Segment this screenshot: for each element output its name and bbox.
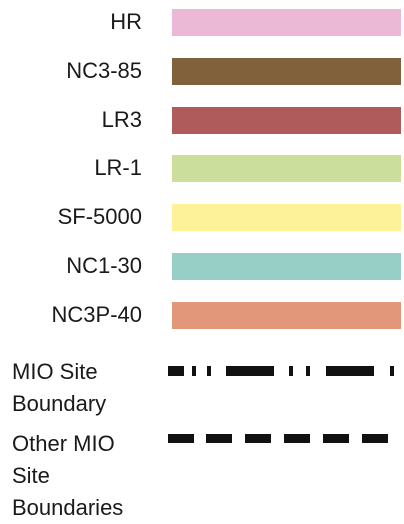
legend-item-nc1-30: NC1-30: [0, 246, 404, 286]
legend-swatch: [172, 9, 401, 36]
dash-dot-line-sample: [168, 366, 394, 376]
legend-label: NC1-30: [66, 253, 142, 278]
legend-swatch: [172, 302, 401, 329]
legend-label: HR: [110, 9, 142, 34]
legend-swatch: [172, 58, 401, 85]
legend-item-nc3p-40: NC3P-40: [0, 295, 404, 335]
legend-item-nc3-85: NC3-85: [0, 51, 404, 91]
legend-swatch: [172, 107, 401, 134]
legend-label: Other MIO Site Boundaries: [12, 431, 124, 520]
legend-item-hr: HR: [0, 2, 404, 42]
legend-swatch: [172, 155, 401, 182]
legend-label: SF-5000: [57, 204, 142, 229]
legend-label: NC3-85: [66, 58, 142, 83]
legend-item-sf-5000: SF-5000: [0, 197, 404, 237]
legend-item-other-mio-site-boundaries: Other MIO Site Boundaries: [0, 424, 404, 520]
legend-label: MIO Site Boundary: [12, 359, 107, 416]
legend-item-lr-1: LR-1: [0, 148, 404, 188]
legend-label: LR-1: [94, 155, 142, 180]
legend-label: LR3: [101, 107, 142, 132]
legend-item-mio-site-boundary: MIO Site Boundary: [0, 352, 404, 422]
legend-item-lr3: LR3: [0, 100, 404, 140]
dashed-line-sample: [168, 434, 388, 443]
legend-swatch: [172, 204, 401, 231]
legend-label: NC3P-40: [51, 302, 142, 327]
legend-swatch: [172, 253, 401, 280]
